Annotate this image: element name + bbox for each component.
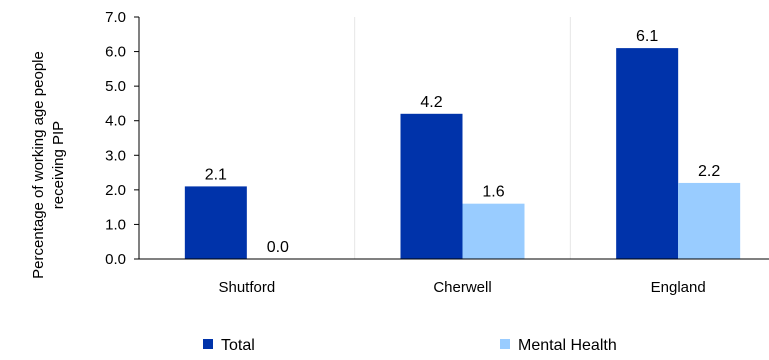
data-labels: 2.1 0.0 4.2 1.6 6.1 2.2 [205, 28, 721, 256]
x-tick-label: England [651, 279, 706, 296]
y-tick-label: 3.0 [105, 147, 126, 164]
data-label: 4.2 [420, 94, 442, 111]
bar-mental-health-england [678, 182, 741, 259]
bars [184, 48, 741, 259]
legend-label: Total [221, 337, 255, 354]
data-label: 1.6 [482, 184, 504, 201]
y-tick-label: 4.0 [105, 113, 126, 130]
axes: Shutford Cherwell England 0.0 1.0 2.0 3.0 4.0 5.… [105, 9, 769, 296]
x-tick-label: Shutford [218, 279, 275, 296]
legend-swatch [203, 339, 213, 349]
legend-swatch [500, 339, 510, 349]
bar-total-cherwell [400, 113, 463, 259]
y-tick-label: 2.0 [105, 182, 126, 199]
y-tick-label: 7.0 [105, 9, 126, 26]
y-axis-title: Percentage of working age people receivi… [30, 51, 67, 279]
x-tick-label: Cherwell [433, 279, 491, 296]
y-tick-label: 1.0 [105, 216, 126, 233]
data-label: 2.2 [698, 163, 720, 180]
y-tick-label: 0.0 [105, 251, 126, 268]
data-label: 6.1 [636, 28, 658, 45]
bar-total-shutford [184, 186, 247, 259]
legend-label: Mental Health [518, 337, 617, 354]
y-axis-title-line-1: Percentage of working age people [30, 51, 47, 279]
y-tick-label: 6.0 [105, 44, 126, 61]
grid-lines [354, 17, 571, 259]
bar-mental-health-cherwell [462, 203, 525, 259]
legend: Total Mental Health [203, 337, 617, 354]
data-label: 2.1 [205, 166, 227, 183]
data-label: 0.0 [267, 239, 289, 256]
y-tick-label: 5.0 [105, 78, 126, 95]
bar-total-england [616, 48, 679, 259]
y-axis-title-line-2: receiving PIP [50, 121, 67, 209]
